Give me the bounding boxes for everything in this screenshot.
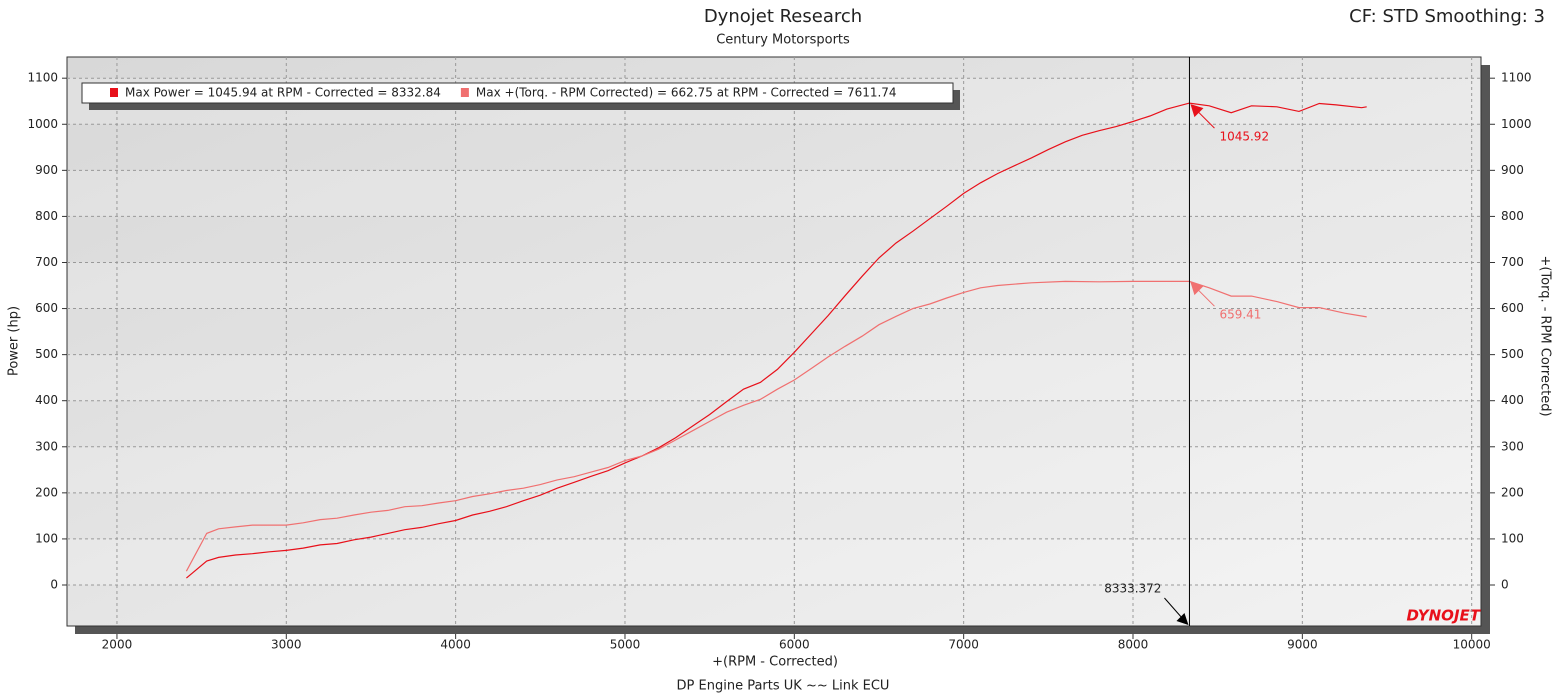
y2-tick-label: 900 — [1501, 163, 1524, 177]
y2-tick-label: 1000 — [1501, 117, 1532, 131]
x-tick-label: 5000 — [610, 638, 641, 652]
y2-tick-label: 200 — [1501, 485, 1524, 499]
x-tick-label: 2000 — [102, 638, 133, 652]
corner-text: CF: STD Smoothing: 3 — [1349, 6, 1545, 27]
logo: DYNOJET — [1406, 607, 1481, 625]
y-tick-label: 100 — [35, 531, 58, 545]
frame-shadow — [1481, 65, 1490, 634]
y-tick-label: 0 — [50, 577, 58, 591]
x-tick-label: 7000 — [948, 638, 979, 652]
y-tick-label: 1100 — [27, 71, 58, 85]
annotation-arrowhead — [1190, 104, 1204, 118]
y2-tick-label: 500 — [1501, 347, 1524, 361]
annotation-label: 1045.92 — [1219, 130, 1269, 144]
legend-swatch — [460, 88, 469, 97]
series-line — [185, 280, 1367, 572]
grid-band — [68, 354, 1480, 401]
chart-subtitle: Century Motorsports — [716, 33, 850, 48]
y-tick-label: 800 — [35, 209, 58, 223]
x-tick-label: 3000 — [271, 638, 302, 652]
y2-tick-label: 100 — [1501, 531, 1524, 545]
y-tick-label: 500 — [35, 347, 58, 361]
x-tick-label: 10000 — [1453, 638, 1491, 652]
y2-tick-label: 700 — [1501, 255, 1524, 269]
y-tick-label: 700 — [35, 255, 58, 269]
x-axis-label: +(RPM - Corrected) — [712, 655, 838, 670]
legend-label: Max +(Torq. - RPM Corrected) = 662.75 at… — [476, 86, 897, 100]
x-tick-label: 4000 — [440, 638, 471, 652]
legend-label: Max Power = 1045.94 at RPM - Corrected =… — [125, 86, 441, 100]
y-tick-label: 1000 — [27, 117, 58, 131]
y-tick-label: 200 — [35, 485, 58, 499]
x-tick-label: 8000 — [1118, 638, 1149, 652]
legend-swatch — [110, 88, 118, 97]
x-tick-label: 9000 — [1287, 638, 1318, 652]
annotation-label: 659.41 — [1219, 308, 1261, 322]
y2-tick-label: 300 — [1501, 439, 1524, 453]
legend-box — [81, 82, 954, 104]
y-tick-label: 600 — [35, 301, 58, 315]
y2-tick-label: 600 — [1501, 301, 1524, 315]
y-axis-label: Power (hp) — [7, 306, 22, 376]
y-tick-label: 400 — [35, 393, 58, 407]
y-tick-label: 300 — [35, 439, 58, 453]
chart-title: Dynojet Research — [704, 6, 862, 27]
y2-tick-label: 0 — [1501, 577, 1509, 591]
plot-area — [66, 56, 1482, 627]
y-tick-label: 900 — [35, 163, 58, 177]
series-line — [186, 102, 1367, 579]
footer: DP Engine Parts UK ~~ Link ECU — [677, 679, 890, 693]
cursor-arrowhead — [1176, 613, 1189, 625]
y2-tick-label: 800 — [1501, 209, 1524, 223]
y2-axis-label: +(Torq. - RPM Corrected) — [1538, 255, 1553, 416]
y2-tick-label: 1100 — [1501, 71, 1532, 85]
frame-shadow — [75, 626, 1490, 634]
annotation-arrowhead — [1190, 282, 1204, 296]
grid-band — [68, 538, 1480, 585]
grid-band — [68, 170, 1480, 217]
grid-band — [68, 262, 1480, 309]
cursor-label: 8333.372 — [1104, 582, 1161, 596]
grid-band — [68, 446, 1480, 493]
y2-tick-label: 400 — [1501, 393, 1524, 407]
x-tick-label: 6000 — [779, 638, 810, 652]
